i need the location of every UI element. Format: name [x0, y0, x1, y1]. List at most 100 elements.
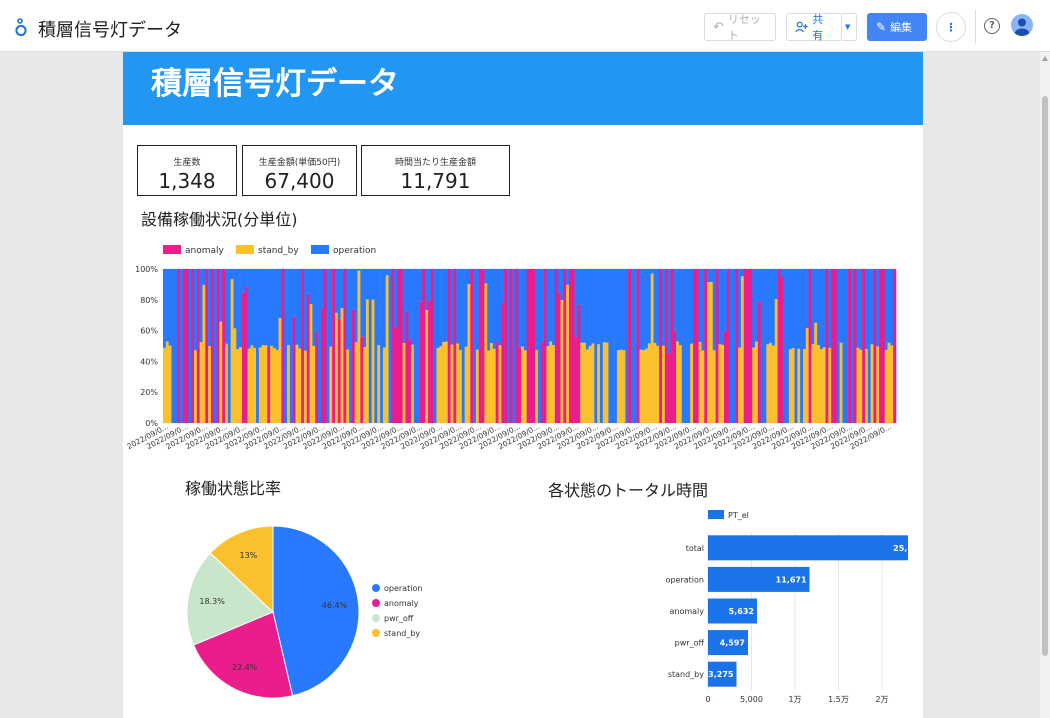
bar-total — [708, 535, 908, 561]
bar-segment-operation — [380, 269, 384, 423]
bar-segment-operation — [667, 269, 671, 353]
bar-segment-anomaly — [879, 269, 883, 423]
bar-segment-operation — [757, 269, 761, 302]
bar-segment-operation — [574, 269, 578, 337]
edit-button[interactable]: ✎ 編集 — [867, 13, 927, 41]
reset-button[interactable]: ↶ リセット — [704, 13, 776, 42]
legend-label: PT_el — [728, 511, 749, 520]
bar-segment-stand_by — [647, 343, 652, 423]
bar-segment-operation — [653, 269, 657, 344]
scrollbar-thumb[interactable] — [1042, 96, 1048, 656]
bar-segment-operation — [630, 269, 635, 423]
bar-segment-stand_by — [236, 349, 240, 423]
bar-segment-stand_by — [475, 349, 480, 423]
bar-segment-stand_by — [163, 347, 167, 423]
y-tick-label: 40% — [140, 357, 158, 366]
bar-segment-anomaly — [518, 346, 522, 423]
bar-segment-stand_by — [619, 349, 623, 423]
bar-segment-stand_by — [876, 346, 880, 423]
bar-segment-stand_by — [521, 346, 525, 423]
bar-segment-operation — [368, 269, 372, 423]
bar-segment-stand_by — [769, 342, 773, 423]
kpi-production-amount: 生産金額(単価50円) 67,400 — [242, 145, 357, 196]
bar-segment-stand_by — [354, 342, 358, 423]
bar-segment-anomaly — [185, 269, 189, 423]
bar-segment-operation — [850, 269, 855, 423]
bar-segment-operation — [419, 269, 423, 302]
pie-slice-anomaly — [192, 611, 294, 699]
scroll-up-arrow-icon[interactable] — [1042, 56, 1048, 61]
bar-segment-operation — [819, 269, 823, 350]
bar-segment-anomaly — [825, 269, 829, 423]
bar-stand_by — [708, 661, 737, 687]
bar-segment-operation — [174, 269, 178, 423]
bar-segment-anomaly — [422, 269, 426, 423]
bar-segment-anomaly — [568, 269, 573, 423]
bar-segment-operation — [473, 269, 477, 423]
bar-segment-anomaly — [281, 269, 285, 423]
bar-segment-operation — [763, 269, 767, 423]
bar-segment-stand_by — [653, 343, 657, 423]
bar-segment-operation — [236, 269, 240, 350]
bar-segment-operation — [329, 269, 333, 347]
bar-segment-anomaly — [532, 269, 536, 423]
bar-segment-stand_by — [377, 345, 381, 423]
kpi-label: 時間当たり生産金額 — [394, 158, 476, 168]
share-dropdown-button[interactable]: ▼ — [842, 13, 857, 41]
y-tick-label: 0% — [145, 419, 158, 428]
bar-segment-operation — [616, 269, 621, 351]
bar-segment-operation — [822, 269, 826, 348]
bar-segment-operation — [557, 269, 561, 293]
share-button[interactable]: 共有 — [786, 13, 842, 42]
help-icon[interactable]: ? — [984, 18, 1000, 34]
bar-segment-stand_by — [402, 343, 406, 423]
bar-segment-stand_by — [439, 346, 443, 423]
legend-item-stand_by: stand_by — [236, 245, 299, 256]
bar-segment-anomaly — [893, 269, 897, 423]
bar-segment-anomaly — [780, 276, 784, 423]
bar-segment-stand_by — [202, 284, 206, 423]
legend-item-operation: operation — [372, 584, 422, 593]
bar-segment-stand_by — [707, 282, 711, 423]
bar-segment-anomaly — [833, 269, 838, 423]
status-ratio-pie-chart: 46.4% 22.4% 18.3% 13% operation anomaly pwr_of… — [186, 525, 422, 699]
bar-segment-operation — [334, 269, 339, 313]
pie-value-label: 18.3% — [199, 597, 225, 606]
bar-segment-anomaly — [430, 269, 434, 423]
bar-segment-stand_by — [357, 270, 361, 423]
bar-segment-operation — [690, 269, 694, 344]
bar-segment-operation — [349, 269, 353, 423]
bar-segment-operation — [645, 269, 649, 349]
bar-segment-operation — [436, 269, 440, 349]
bar-segment-operation — [870, 269, 874, 345]
legend-label: operation — [384, 584, 422, 593]
bar-segment-stand_by — [442, 342, 446, 423]
bar-segment-operation — [887, 269, 891, 343]
report-canvas: 積層信号灯データ 生産数 1,348 生産金額(単価50円) 67,400 時間… — [123, 52, 923, 718]
bar-segment-anomaly — [405, 311, 409, 423]
bar-segment-operation — [597, 269, 601, 345]
bar-segment-stand_by — [552, 345, 556, 423]
bar-segment-operation — [487, 269, 491, 351]
bar-segment-stand_by — [870, 344, 874, 423]
bar-segment-anomaly — [749, 269, 753, 423]
bar-segment-operation — [701, 269, 705, 351]
legend-item-anomaly: anomaly — [163, 245, 225, 256]
account-avatar[interactable] — [1011, 14, 1033, 36]
bar-segment-anomaly — [408, 339, 412, 423]
bar-segment-operation — [642, 269, 646, 351]
bar-segment-operation — [402, 269, 406, 344]
bar-segment-operation — [828, 269, 832, 348]
y-tick-label: 20% — [140, 388, 158, 397]
bar-segment-anomaly — [853, 269, 857, 423]
bar-segment-operation — [560, 269, 564, 300]
bar-segment-operation — [780, 269, 784, 277]
bar-segment-stand_by — [662, 345, 666, 423]
bar-segment-operation — [605, 269, 609, 343]
bar-segment-operation — [876, 269, 880, 347]
bar-segment-stand_by — [738, 347, 742, 423]
bar-segment-anomaly — [504, 269, 508, 423]
bar-segment-operation — [340, 269, 344, 309]
bar-segment-stand_by — [822, 347, 826, 423]
more-options-button[interactable]: ⋮ — [936, 12, 966, 42]
